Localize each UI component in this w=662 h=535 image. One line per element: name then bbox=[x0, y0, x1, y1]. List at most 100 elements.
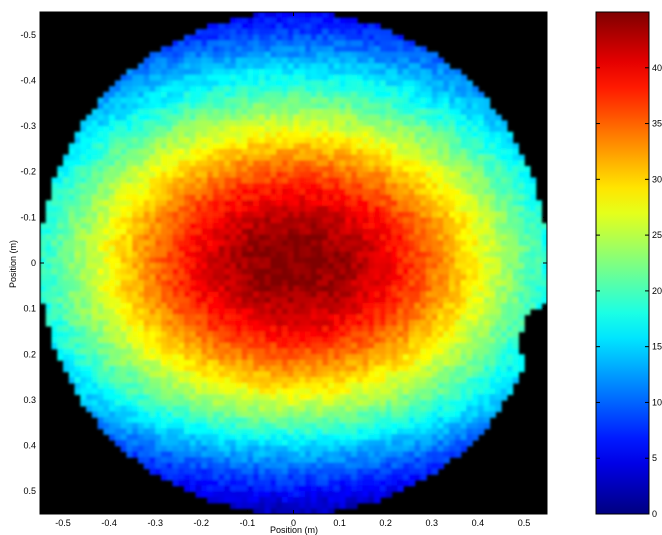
heatmap-cell bbox=[195, 103, 203, 110]
heatmap-cell bbox=[402, 331, 410, 338]
heatmap-cell bbox=[241, 97, 249, 105]
heatmap-cell bbox=[333, 17, 341, 25]
heatmap-cell bbox=[97, 245, 105, 253]
heatmap-cell bbox=[80, 205, 87, 213]
heatmap-cell bbox=[483, 291, 491, 299]
heatmap-cell bbox=[120, 371, 128, 378]
heatmap-cell bbox=[506, 137, 514, 144]
heatmap-cell bbox=[489, 268, 496, 276]
heatmap-cell bbox=[258, 291, 266, 299]
heatmap-cell bbox=[189, 166, 197, 173]
heatmap-cell bbox=[109, 188, 116, 196]
heatmap-cell bbox=[374, 131, 381, 139]
heatmap-cell bbox=[149, 371, 157, 378]
heatmap-cell bbox=[109, 251, 116, 259]
heatmap-cell bbox=[368, 331, 375, 338]
heatmap-cell bbox=[420, 302, 427, 310]
heatmap-cell bbox=[201, 91, 208, 99]
heatmap-cell bbox=[172, 205, 180, 213]
heatmap-cell bbox=[328, 103, 335, 110]
heatmap-cell bbox=[189, 137, 197, 144]
heatmap-cell bbox=[408, 205, 416, 213]
heatmap-cell bbox=[374, 388, 381, 395]
heatmap-cell bbox=[345, 359, 352, 367]
heatmap-cell bbox=[374, 40, 381, 48]
heatmap-cell bbox=[500, 257, 508, 264]
heatmap-cell bbox=[287, 108, 295, 116]
heatmap-cell bbox=[316, 29, 324, 36]
heatmap-cell bbox=[281, 103, 289, 110]
heatmap-cell bbox=[322, 114, 329, 122]
heatmap-cell bbox=[114, 200, 122, 207]
heatmap-cell bbox=[339, 177, 347, 184]
heatmap-cell bbox=[374, 263, 381, 270]
heatmap-cell bbox=[495, 177, 502, 184]
heatmap-cell bbox=[126, 97, 133, 105]
heatmap-cell bbox=[293, 63, 301, 70]
heatmap-cell bbox=[235, 177, 243, 184]
heatmap-cell bbox=[495, 137, 502, 144]
heatmap-cell bbox=[80, 320, 87, 327]
heatmap-cell bbox=[472, 382, 479, 390]
heatmap-cell bbox=[529, 211, 537, 219]
heatmap-cell bbox=[293, 359, 301, 367]
heatmap-cell bbox=[495, 308, 502, 316]
heatmap-cell bbox=[74, 325, 82, 333]
heatmap-cell bbox=[379, 74, 387, 82]
heatmap-cell bbox=[374, 331, 381, 338]
heatmap-cell bbox=[281, 388, 289, 395]
heatmap-cell bbox=[218, 251, 226, 259]
heatmap-cell bbox=[368, 388, 375, 395]
heatmap-cell bbox=[287, 51, 295, 59]
heatmap-cell bbox=[356, 371, 364, 378]
heatmap-cell bbox=[506, 274, 514, 281]
heatmap-cell bbox=[195, 348, 203, 356]
heatmap-cell bbox=[149, 108, 157, 116]
heatmap-cell bbox=[218, 148, 226, 156]
heatmap-cell bbox=[212, 342, 220, 350]
heatmap-cell bbox=[189, 103, 197, 110]
heatmap-cell bbox=[402, 188, 410, 196]
heatmap-cell bbox=[68, 251, 76, 259]
heatmap-cell bbox=[379, 103, 387, 110]
heatmap-cell bbox=[477, 91, 485, 99]
heatmap-cell bbox=[391, 46, 398, 53]
heatmap-cell bbox=[356, 194, 364, 202]
heatmap-cell bbox=[184, 228, 191, 236]
heatmap-cell bbox=[218, 34, 226, 42]
heatmap-cell bbox=[385, 268, 393, 276]
heatmap-cell bbox=[500, 211, 508, 219]
heatmap-cell bbox=[224, 23, 231, 30]
heatmap-cell bbox=[460, 354, 468, 361]
heatmap-cell bbox=[535, 274, 543, 281]
heatmap-cell bbox=[178, 297, 185, 304]
heatmap-cell bbox=[143, 148, 151, 156]
heatmap-cell bbox=[449, 382, 456, 390]
heatmap-cell bbox=[80, 120, 87, 127]
heatmap-cell bbox=[247, 245, 254, 253]
heatmap-cell bbox=[207, 143, 214, 150]
heatmap-cell bbox=[160, 240, 168, 247]
heatmap-cell bbox=[143, 274, 151, 281]
heatmap-cell bbox=[512, 200, 519, 207]
heatmap-cell bbox=[57, 205, 64, 213]
heatmap-cell bbox=[385, 177, 393, 184]
heatmap-cell bbox=[408, 251, 416, 259]
heatmap-cell bbox=[351, 69, 358, 76]
heatmap-cell bbox=[305, 394, 312, 401]
heatmap-cell bbox=[523, 240, 531, 247]
heatmap-cell bbox=[63, 274, 70, 281]
heatmap-cell bbox=[512, 148, 519, 156]
heatmap-cell bbox=[218, 359, 226, 367]
heatmap-cell bbox=[264, 342, 272, 350]
heatmap-cell bbox=[132, 359, 139, 367]
heatmap-cell bbox=[80, 171, 87, 179]
heatmap-cell bbox=[230, 331, 237, 338]
heatmap-cell bbox=[97, 297, 105, 304]
heatmap-cell bbox=[420, 314, 427, 321]
heatmap-cell bbox=[391, 91, 398, 99]
heatmap-cell bbox=[126, 183, 133, 190]
heatmap-cell bbox=[91, 211, 99, 219]
heatmap-cell bbox=[166, 251, 174, 259]
heatmap-cell bbox=[374, 143, 381, 150]
